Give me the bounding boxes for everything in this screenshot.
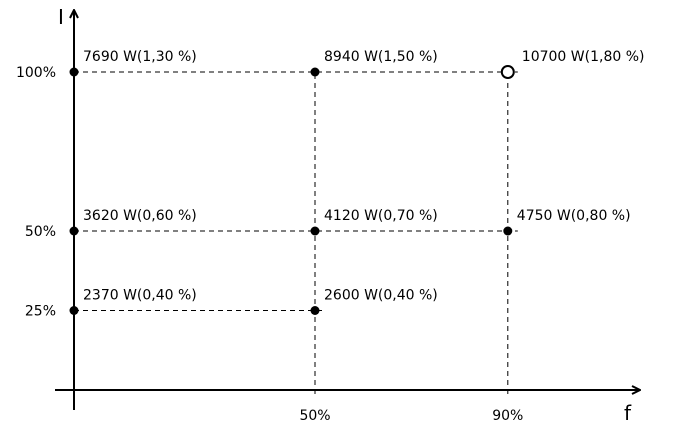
data-point (310, 67, 320, 77)
data-label: 3620 W(0,60 %) (83, 208, 197, 224)
data-label: 4750 W(0,80 %) (517, 208, 631, 224)
x-tick-label: 90% (492, 408, 523, 424)
data-point (503, 226, 513, 236)
y-tick-label: 50% (25, 224, 56, 240)
data-point (69, 306, 79, 315)
dashed-guide-lines (74, 71, 518, 394)
data-point (310, 226, 320, 236)
data-labels: 2370 W(0,40 %) 2600 W(0,40 %) 3620 W(0,60 … (83, 49, 644, 304)
data-point-open (500, 65, 515, 79)
data-label: 7690 W(1,30 %) (83, 49, 197, 65)
y-tick-label: 25% (25, 304, 56, 320)
y-tick-labels: 25% 50% 100% (16, 65, 56, 320)
data-point (69, 226, 79, 236)
y-axis-name: I (58, 5, 64, 29)
data-label: 8940 W(1,50 %) (324, 49, 438, 65)
data-points (69, 65, 515, 315)
y-tick-label: 100% (16, 65, 56, 81)
x-tick-label: 50% (299, 408, 330, 424)
data-point (69, 67, 79, 77)
data-label: 4120 W(0,70 %) (324, 208, 438, 224)
data-label: 2600 W(0,40 %) (324, 288, 438, 304)
data-label: 10700 W(1,80 %) (522, 49, 645, 65)
data-label: 2370 W(0,40 %) (83, 288, 197, 304)
x-axis-name: f (624, 401, 632, 425)
x-tick-labels: 50% 90% (299, 408, 523, 424)
data-point (310, 306, 320, 315)
